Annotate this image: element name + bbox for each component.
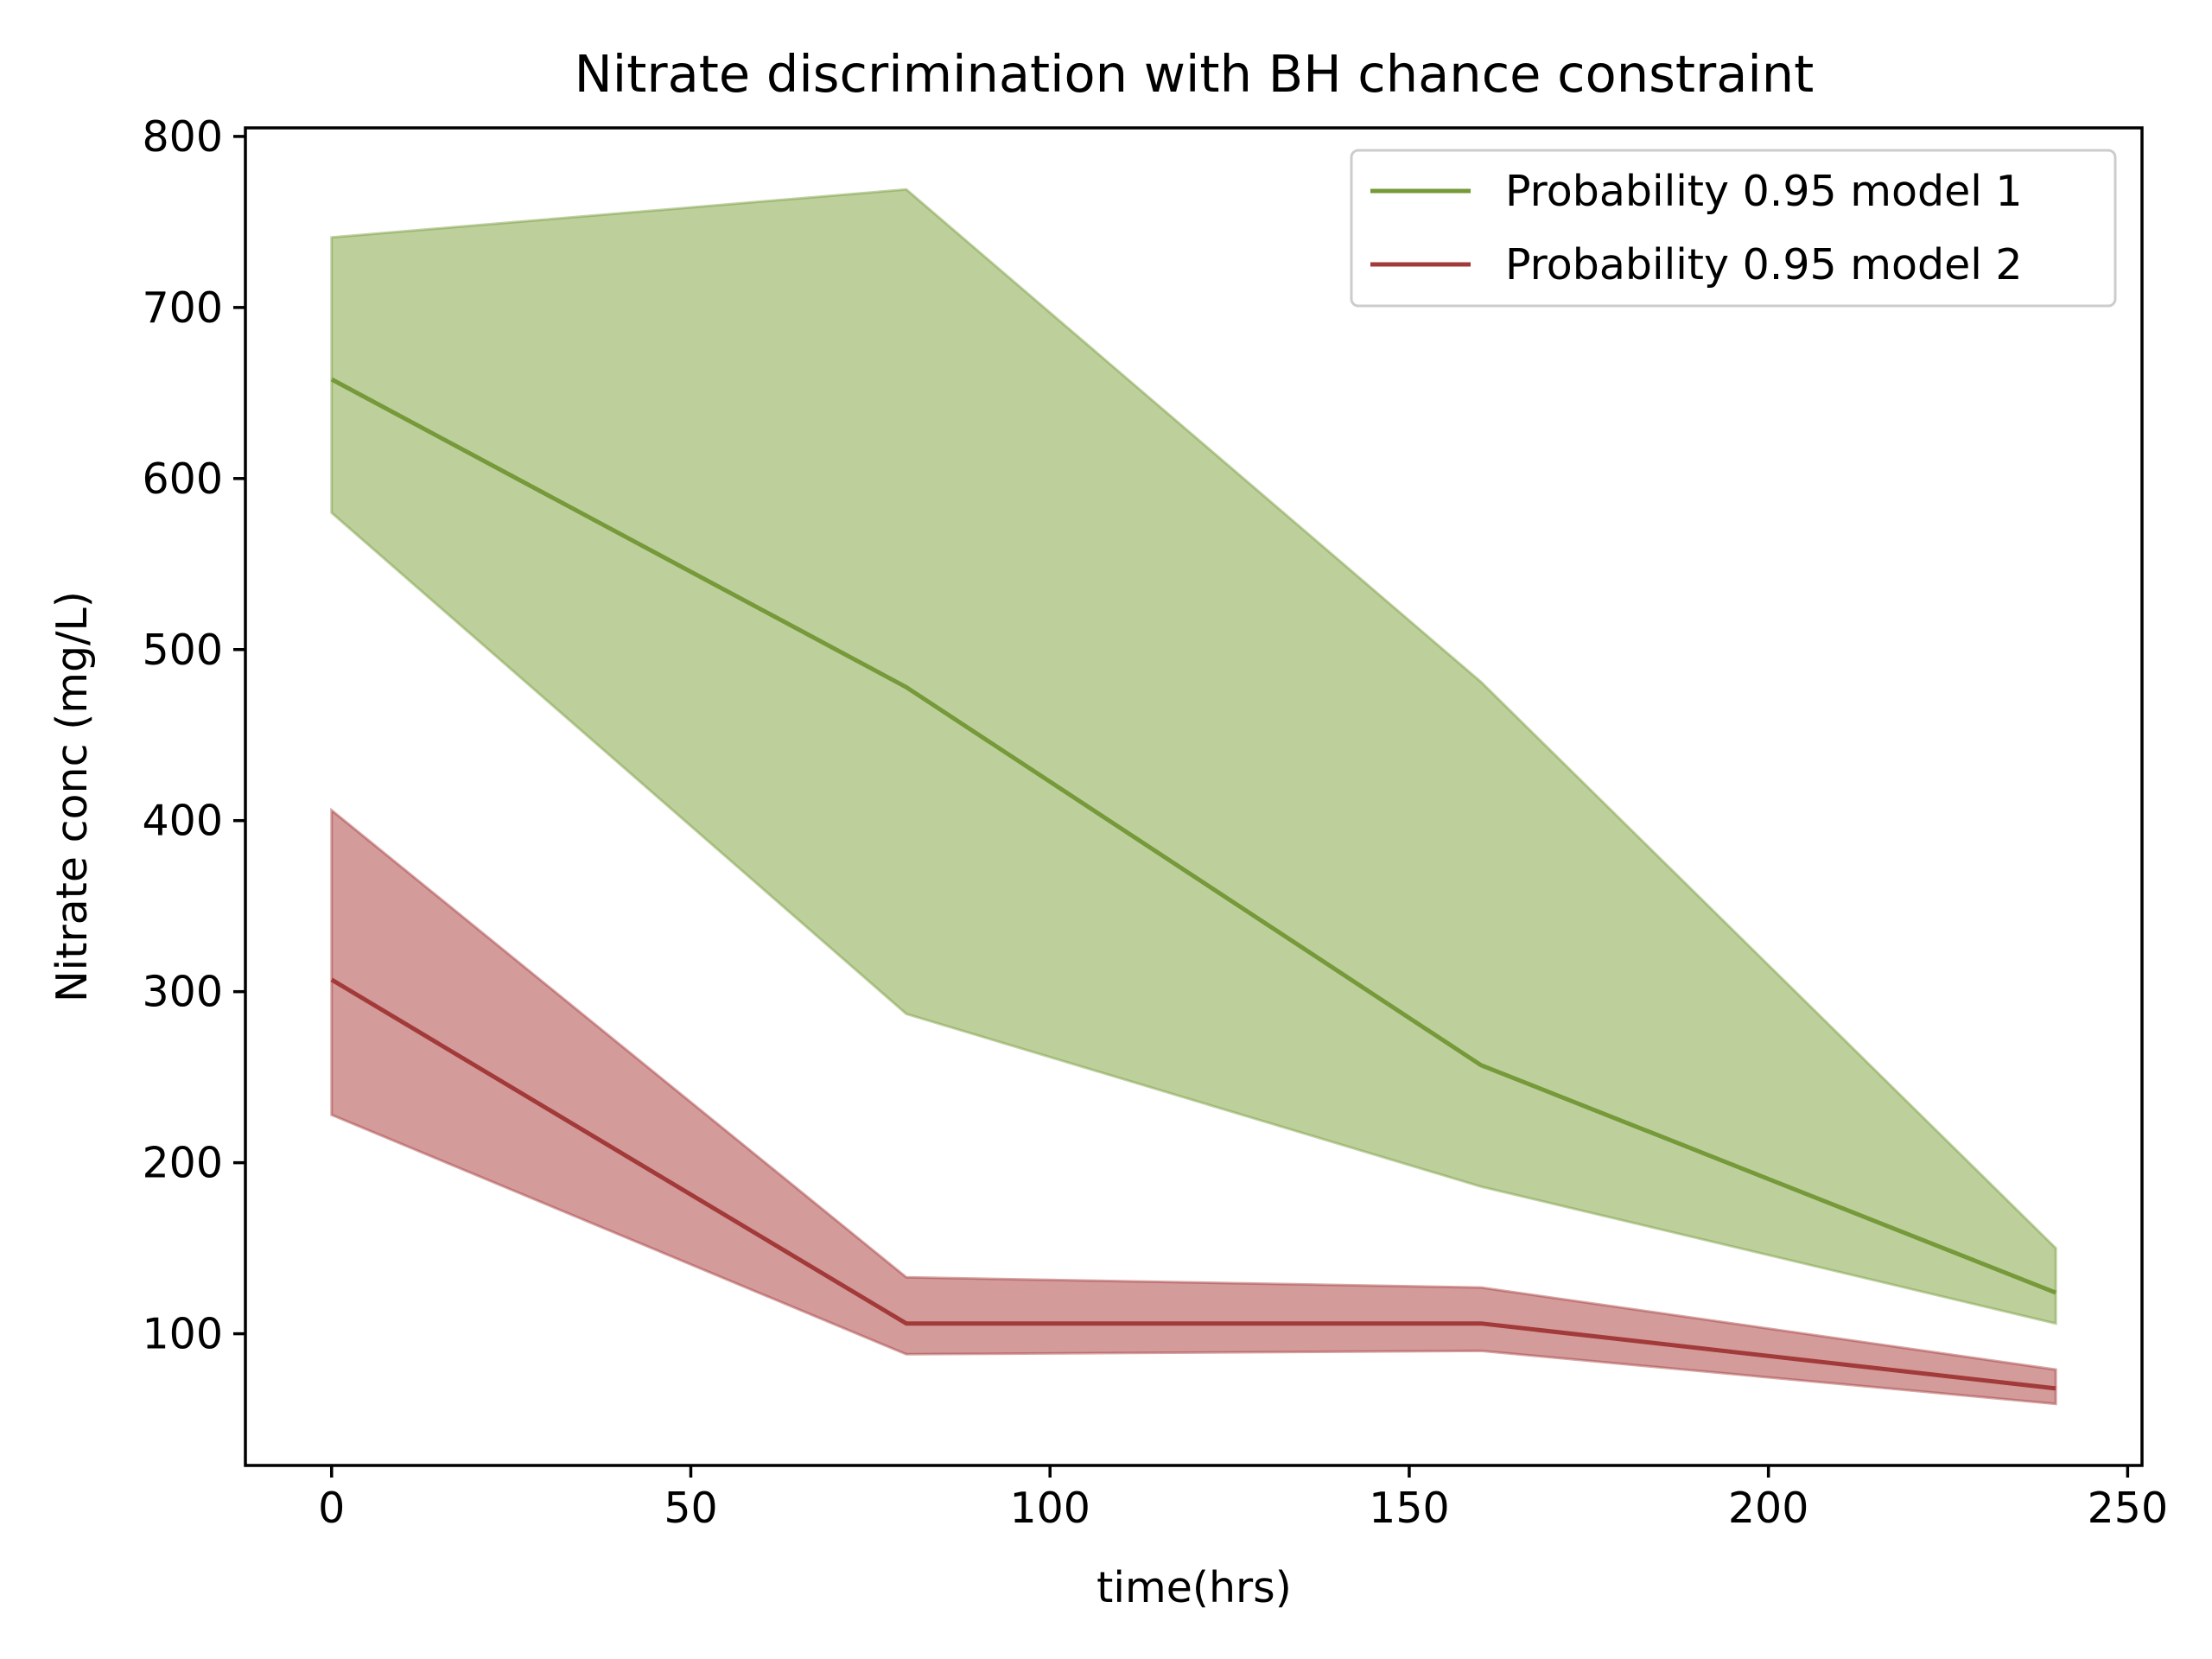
y-axis-label: Nitrate conc (mg/L) xyxy=(48,591,97,1002)
y-tick-label: 700 xyxy=(142,283,223,333)
y-tick-label: 600 xyxy=(142,454,223,504)
series-1-line xyxy=(330,377,2057,1295)
x-tick-label: 0 xyxy=(318,1484,345,1533)
x-tick-label: 250 xyxy=(2088,1484,2169,1533)
series-1-band xyxy=(330,188,2057,1325)
y-tick-label: 100 xyxy=(142,1310,223,1359)
x-tick-label: 200 xyxy=(1728,1484,1809,1533)
y-axis-ticks: 100 200 300 400 500 600 700 800 xyxy=(142,112,245,1359)
x-tick-label: 50 xyxy=(664,1484,717,1533)
confidence-bands xyxy=(330,188,2057,1406)
y-tick-label: 500 xyxy=(142,626,223,675)
series-2-band xyxy=(330,807,2057,1406)
x-tick-label: 100 xyxy=(1009,1484,1090,1533)
legend-label-2: Probability 0.95 model 2 xyxy=(1505,240,2023,289)
x-axis-ticks: 0 50 100 150 200 250 xyxy=(318,1465,2168,1533)
legend-label-1: Probability 0.95 model 1 xyxy=(1505,167,2023,216)
legend: Probability 0.95 model 1 Probability 0.95… xyxy=(1350,149,2117,308)
y-tick-label: 400 xyxy=(142,797,223,846)
x-axis-label: time(hrs) xyxy=(1096,1563,1292,1612)
y-tick-label: 200 xyxy=(142,1139,223,1188)
plot-frame xyxy=(244,126,2144,1467)
legend-box xyxy=(1350,149,2117,308)
x-tick-label: 150 xyxy=(1369,1484,1450,1533)
series-2-line xyxy=(330,977,2056,1391)
series-lines xyxy=(330,377,2057,1391)
y-tick-label: 300 xyxy=(142,968,223,1017)
plot-area xyxy=(244,126,2144,1467)
chart-title: Nitrate discrimination with BH chance co… xyxy=(575,44,1815,104)
y-tick-label: 800 xyxy=(142,112,223,162)
legend-items: Probability 0.95 model 1 Probability 0.95… xyxy=(1370,167,2023,289)
